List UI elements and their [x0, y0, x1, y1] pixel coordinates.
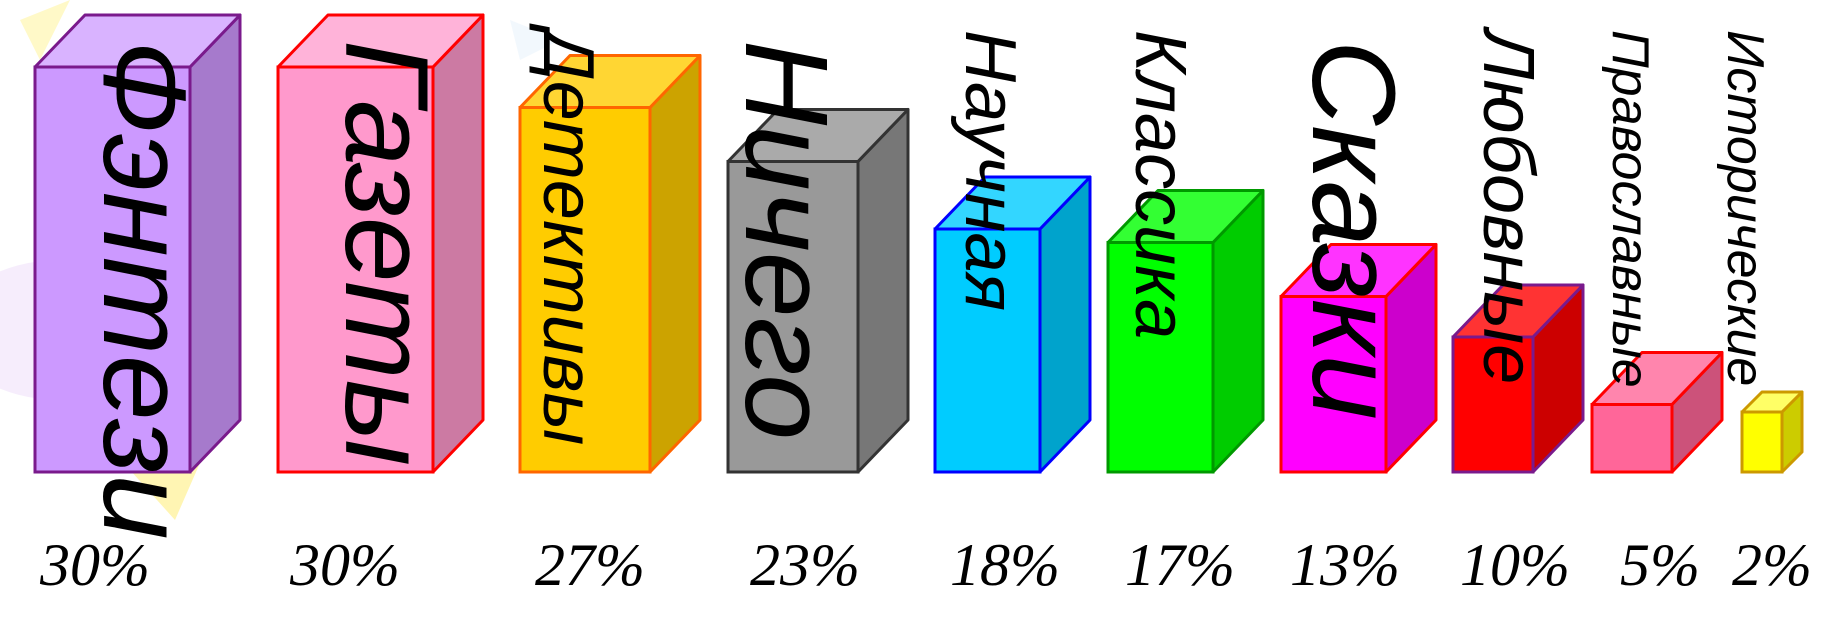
- value-label: 27%: [535, 532, 645, 598]
- bar-6: [1106, 189, 1265, 474]
- category-label: Православные: [1601, 30, 1659, 388]
- bar-5: [933, 175, 1092, 474]
- category-label: Научная: [950, 30, 1030, 311]
- bar-front: [1451, 335, 1535, 474]
- value-label: 13%: [1290, 532, 1400, 598]
- category-labels-layer: Фэнтези Газеты Детективы Ничего Научная Класс…: [78, 23, 1774, 540]
- value-label: 5%: [1620, 532, 1700, 598]
- bar-front: [518, 106, 652, 474]
- bar-3: [518, 54, 702, 474]
- bars-layer: [33, 13, 1804, 474]
- bar-9: [1590, 351, 1724, 474]
- value-label: 18%: [950, 532, 1060, 598]
- bar-front: [1106, 241, 1215, 474]
- category-label: Ничего: [720, 40, 852, 440]
- bar-front: [1740, 410, 1784, 474]
- category-label: Газеты: [320, 40, 452, 466]
- value-label: 17%: [1125, 532, 1235, 598]
- value-label: 2%: [1732, 532, 1812, 598]
- value-label: 30%: [289, 532, 400, 598]
- bar-front: [726, 160, 860, 474]
- bar-side: [648, 54, 702, 474]
- category-label: Детективы: [528, 23, 608, 445]
- value-label: 23%: [750, 532, 860, 598]
- bar-2: [276, 13, 485, 474]
- value-labels-layer: 30% 30% 27% 23% 18% 17% 13% 10% 5% 2%: [39, 532, 1812, 598]
- value-label: 30%: [39, 532, 150, 598]
- category-label: Фэнтези: [78, 40, 210, 540]
- bar-front: [1279, 295, 1388, 474]
- bar-front: [33, 65, 192, 474]
- category-label: Сказки: [1287, 40, 1419, 420]
- category-label: Любовные: [1468, 26, 1548, 384]
- bar-8: [1451, 283, 1585, 474]
- bar-10: [1740, 390, 1804, 474]
- bar-side: [856, 108, 910, 474]
- bar-1: [33, 13, 242, 474]
- bar-front: [1590, 403, 1674, 474]
- category-label: Классика: [1120, 30, 1200, 339]
- bar-7: [1279, 243, 1438, 474]
- bar-front: [933, 227, 1042, 474]
- value-label: 10%: [1460, 532, 1570, 598]
- bar-front: [276, 65, 435, 474]
- bar-4: [726, 108, 910, 474]
- category-label: Исторические: [1716, 30, 1774, 386]
